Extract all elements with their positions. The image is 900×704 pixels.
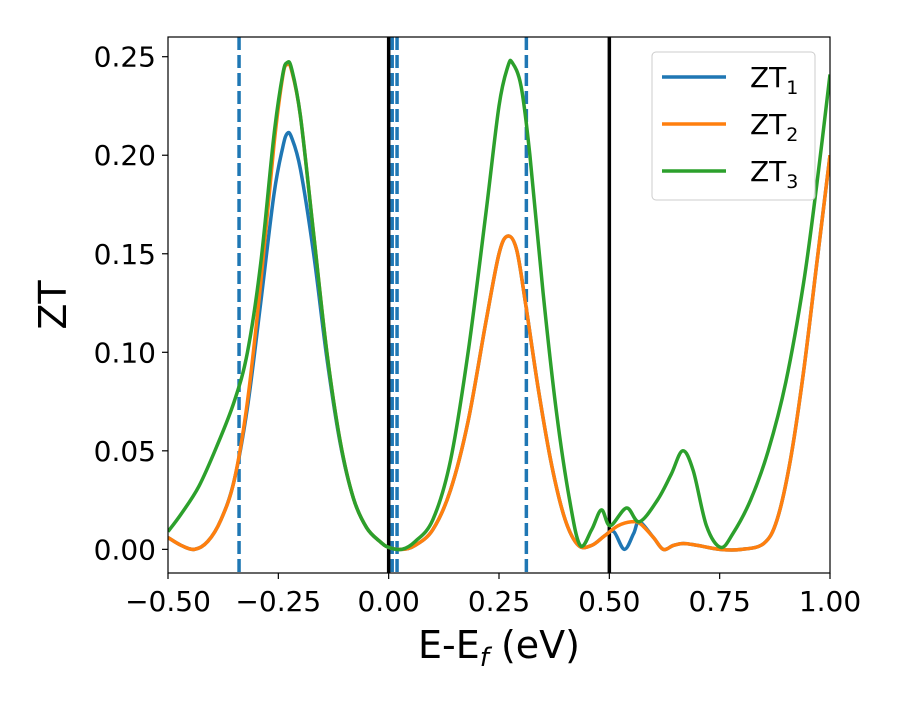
x-tick-label: 0.75 bbox=[688, 585, 750, 618]
x-tick-label: 1.00 bbox=[799, 585, 861, 618]
x-tick-label: 0.50 bbox=[578, 585, 640, 618]
y-axis-label: ZT bbox=[31, 280, 75, 330]
legend-label-ZT1: ZT1 bbox=[750, 61, 798, 99]
y-tick-label: 0.25 bbox=[94, 41, 156, 74]
x-axis-label: E-Ef (eV) bbox=[418, 623, 580, 673]
legend-label-ZT2: ZT2 bbox=[750, 108, 798, 146]
y-tick-label: 0.20 bbox=[94, 139, 156, 172]
y-tick-label: 0.05 bbox=[94, 435, 156, 468]
legend-label-ZT3: ZT3 bbox=[750, 155, 798, 193]
x-tick-label: 0.25 bbox=[468, 585, 530, 618]
x-tick-label: 0.00 bbox=[357, 585, 419, 618]
y-tick-label: 0.10 bbox=[94, 336, 156, 369]
legend: ZT1 ZT2 ZT3 bbox=[651, 51, 816, 201]
x-tick-label: −0.50 bbox=[125, 585, 211, 618]
series-line-ZT3 bbox=[168, 58, 830, 552]
y-tick-label: 0.00 bbox=[94, 533, 156, 566]
x-tick-label: −0.25 bbox=[235, 585, 321, 618]
y-tick-label: 0.15 bbox=[94, 238, 156, 271]
